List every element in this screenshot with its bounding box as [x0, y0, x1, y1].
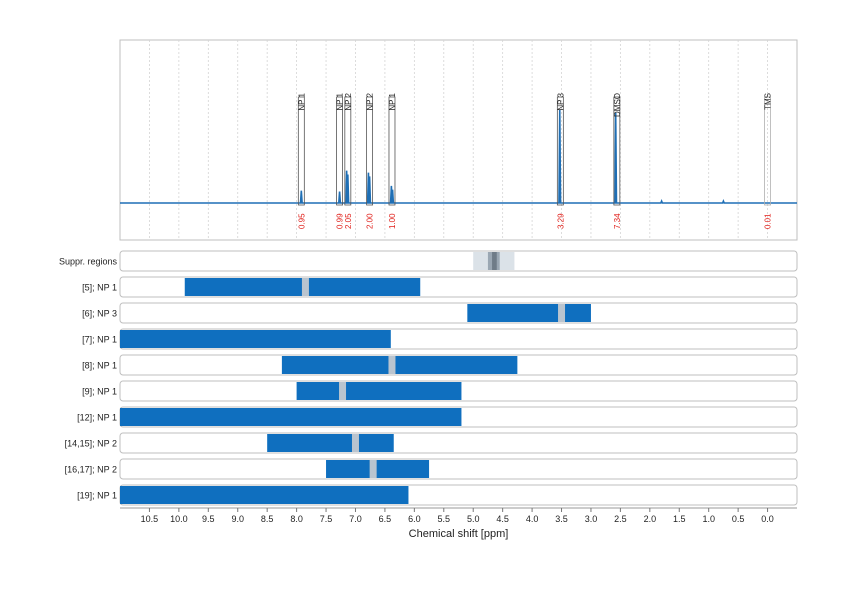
range-marker [351, 434, 359, 452]
spectrum-frame [119, 39, 798, 241]
x-tick-label: 1.5 [673, 514, 686, 524]
peak-annotation-label: DMSO [613, 93, 622, 117]
x-tick-label: 5.5 [438, 514, 451, 524]
peak-annotation-label: NP 1 [388, 92, 397, 110]
row-label: [7]; NP 1 [82, 335, 117, 345]
row-label: Suppr. regions [59, 257, 118, 267]
peak-annotation-box [613, 96, 621, 206]
peak-annotation-label: NP 2 [366, 92, 375, 110]
x-tick-label: 0.5 [732, 514, 745, 524]
row-label: [12]; NP 1 [77, 413, 117, 423]
range-marker [558, 304, 566, 322]
range-bar [281, 356, 518, 374]
x-tick-label: 9.5 [202, 514, 215, 524]
range-marker [339, 382, 347, 400]
peak-annotation-label: NP 3 [556, 92, 565, 110]
range-bar [467, 304, 591, 322]
x-tick-label: 9.0 [231, 514, 244, 524]
peak-annotation-label: NP 1 [297, 92, 306, 110]
integral-value: 2.00 [366, 213, 375, 229]
x-tick-label: 3.5 [555, 514, 568, 524]
x-tick-label: 7.0 [349, 514, 362, 524]
integral-value: 3.29 [556, 213, 565, 229]
x-tick-label: 10.0 [170, 514, 188, 524]
x-tick-label: 2.5 [614, 514, 627, 524]
peak-annotation-box [764, 96, 771, 206]
range-row-frame [119, 458, 798, 480]
integral-value: 7.34 [613, 213, 622, 229]
x-tick-label: 6.5 [379, 514, 392, 524]
range-marker [369, 460, 377, 478]
range-row-frame [119, 250, 798, 272]
x-tick-label: 5.0 [467, 514, 480, 524]
row-label: [19]; NP 1 [77, 491, 117, 501]
x-tick-label: 4.5 [496, 514, 509, 524]
peak-annotation-box [297, 96, 305, 206]
x-tick-label: 3.0 [585, 514, 598, 524]
peak-annotation-box [366, 96, 374, 206]
spectrum-line [120, 109, 797, 204]
x-tick-label: 2.0 [644, 514, 657, 524]
integral-value: 0.01 [764, 213, 773, 229]
x-tick-label: 7.5 [320, 514, 333, 524]
x-tick-label: 8.5 [261, 514, 274, 524]
x-axis-label: Chemical shift [ppm] [409, 528, 509, 540]
integral-value: 1.00 [388, 213, 397, 229]
suppression-core [492, 252, 497, 270]
range-marker [388, 356, 396, 374]
peak-annotation-box [556, 96, 564, 206]
peak-annotation-label: TMS [764, 93, 773, 110]
range-bar [267, 434, 394, 452]
integral-value: 2.05 [344, 213, 353, 229]
peak-annotation-box [388, 96, 396, 206]
range-row-frame [119, 432, 798, 454]
range-marker [301, 278, 309, 296]
x-tick-label: 10.5 [141, 514, 159, 524]
range-bar [120, 408, 462, 426]
x-tick-label: 6.0 [408, 514, 421, 524]
row-label: [5]; NP 1 [82, 283, 117, 293]
range-bar [120, 330, 391, 348]
peak-annotation-label: NP 2 [344, 92, 353, 110]
peak-annotation-box [336, 96, 343, 206]
x-tick-label: 4.0 [526, 514, 539, 524]
row-label: [14,15]; NP 2 [65, 439, 117, 449]
range-bar [120, 486, 409, 504]
peak-annotation-label: NP 1 [336, 92, 345, 110]
row-label: [16,17]; NP 2 [65, 465, 117, 475]
integral-value: 0.99 [336, 213, 345, 229]
x-tick-label: 0.0 [761, 514, 774, 524]
range-row-frame [119, 302, 798, 324]
integral-value: 0.95 [297, 213, 306, 229]
row-label: [8]; NP 1 [82, 361, 117, 371]
row-label: [6]; NP 3 [82, 309, 117, 319]
range-bar [326, 460, 430, 478]
range-bar [296, 382, 462, 400]
x-tick-label: 1.0 [702, 514, 715, 524]
peak-annotation-box [344, 96, 352, 206]
x-tick-label: 8.0 [290, 514, 303, 524]
row-label: [9]; NP 1 [82, 387, 117, 397]
